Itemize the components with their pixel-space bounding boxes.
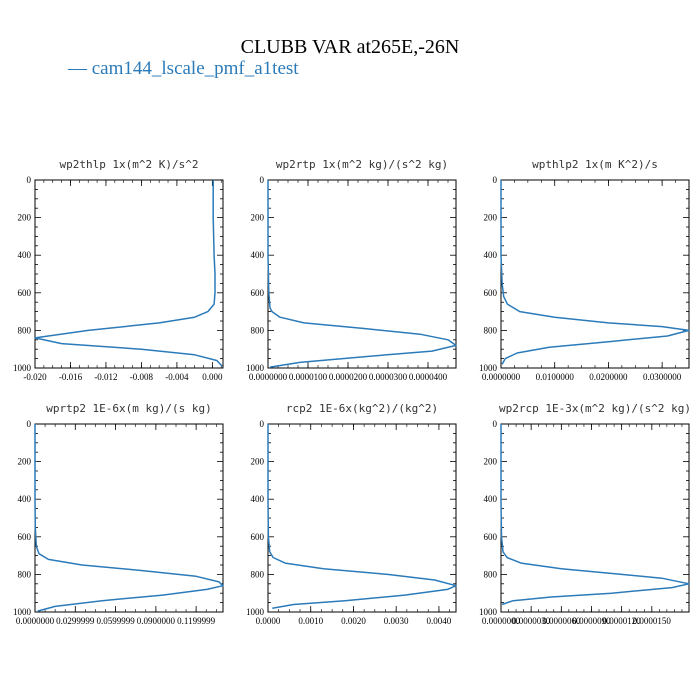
x-tick-label: 0.0000090 xyxy=(572,616,611,626)
x-tick-label: 0.0000150 xyxy=(633,616,672,626)
y-tick-label: 600 xyxy=(251,532,265,542)
y-tick-label: 800 xyxy=(251,325,265,335)
series-line xyxy=(500,424,690,606)
panel-title: rcp2 1E-6x(kg^2)/(kg^2) xyxy=(286,402,438,415)
y-tick-label: 400 xyxy=(484,250,498,260)
x-tick-label: 0.0300000 xyxy=(643,372,682,382)
axes-frame xyxy=(267,179,457,369)
panel-3: wpthlp2 1x(m K^2)/s 0 200 400 600 800 10000.00… xyxy=(479,158,690,382)
x-tick-label: 0.0000000 xyxy=(249,372,288,382)
axes-frame xyxy=(500,179,690,369)
panel-title: wp2thlp 1x(m^2 K)/s^2 xyxy=(59,158,198,171)
x-tick-label: -0.020 xyxy=(23,372,47,382)
series-line xyxy=(34,424,224,612)
y-tick-label: 0 xyxy=(260,419,265,429)
y-tick-label: 800 xyxy=(484,325,498,335)
legend: — cam144_lscale_pmf_a1test xyxy=(68,58,299,80)
x-tick-label: 0.0030 xyxy=(384,616,409,626)
page-title: CLUBB VAR at265E,-26N xyxy=(240,36,460,58)
x-tick-label: 0.0000300 xyxy=(369,372,408,382)
x-tick-label: -0.016 xyxy=(59,372,83,382)
y-tick-label: 0 xyxy=(260,175,265,185)
y-tick-label: 400 xyxy=(18,494,32,504)
y-tick-label: 200 xyxy=(251,457,265,467)
axes-frame xyxy=(267,423,457,613)
x-tick-label: -0.008 xyxy=(130,372,154,382)
axes-frame xyxy=(34,179,224,369)
y-tick-label: 600 xyxy=(484,288,498,298)
x-tick-label: 0.0000 xyxy=(256,616,281,626)
x-tick-label: 0.0000400 xyxy=(409,372,448,382)
legend-label: cam144_lscale_pmf_a1test xyxy=(91,58,299,79)
x-tick-label: 0.0040 xyxy=(427,616,452,626)
y-tick-label: 0 xyxy=(493,175,498,185)
x-tick-label: 0.0200000 xyxy=(589,372,628,382)
y-tick-label: 200 xyxy=(18,213,32,223)
series-line xyxy=(34,180,223,367)
x-tick-label: 0.0000000 xyxy=(482,616,521,626)
x-tick-label: 0.0010 xyxy=(298,616,323,626)
x-tick-label: 0.0000000 xyxy=(16,616,55,626)
y-tick-label: 1000 xyxy=(246,363,265,373)
series-line xyxy=(267,424,457,609)
panel-6: wp2rcp 1E-3x(m^2 kg)/(s^2 kg)0 200 400 600 8… xyxy=(479,402,691,626)
y-tick-label: 1000 xyxy=(246,607,265,617)
y-tick-label: 800 xyxy=(18,569,32,579)
x-tick-label: 0.0599999 xyxy=(96,616,135,626)
y-tick-label: 200 xyxy=(18,457,32,467)
axes-frame xyxy=(500,423,690,613)
panel-title: wpthlp2 1x(m K^2)/s xyxy=(532,158,658,171)
y-tick-label: 0 xyxy=(493,419,498,429)
panel-title: wp2rtp 1x(m^2 kg)/(s^2 kg) xyxy=(276,158,448,171)
y-tick-label: 400 xyxy=(251,494,265,504)
y-tick-label: 600 xyxy=(18,532,32,542)
panel-title: wprtp2 1E-6x(m kg)/(s kg) xyxy=(46,402,212,415)
axes-frame xyxy=(34,423,224,613)
y-tick-label: 400 xyxy=(251,250,265,260)
y-tick-label: 200 xyxy=(251,213,265,223)
y-tick-label: 1000 xyxy=(13,363,32,373)
series-line xyxy=(267,180,457,368)
x-tick-label: 0.0000200 xyxy=(329,372,368,382)
x-tick-label: 0.0000100 xyxy=(289,372,328,382)
x-tick-label: -0.012 xyxy=(94,372,117,382)
series-line xyxy=(500,180,690,365)
y-tick-label: 0 xyxy=(27,175,32,185)
y-tick-label: 200 xyxy=(484,457,498,467)
y-tick-label: 600 xyxy=(484,532,498,542)
y-tick-label: 1000 xyxy=(479,607,498,617)
y-tick-label: 1000 xyxy=(479,363,498,373)
panel-4: wprtp2 1E-6x(m kg)/(s kg) 0 200 400 600 800 10… xyxy=(13,402,224,626)
x-tick-label: 0.0000030 xyxy=(512,616,551,626)
x-tick-label: -0.004 xyxy=(165,372,189,382)
x-tick-label: 0.0900000 xyxy=(137,616,176,626)
x-tick-label: 0.0020 xyxy=(341,616,366,626)
x-tick-label: 0.1199999 xyxy=(177,616,215,626)
y-tick-label: 800 xyxy=(484,569,498,579)
panel-5: rcp2 1E-6x(kg^2)/(kg^2) 0 200 400 600 800 1000… xyxy=(246,402,457,626)
y-tick-label: 400 xyxy=(18,250,32,260)
x-tick-label: 0.0299999 xyxy=(56,616,95,626)
x-tick-label: 0.0000060 xyxy=(542,616,581,626)
y-tick-label: 0 xyxy=(27,419,32,429)
panel-1: wp2thlp 1x(m^2 K)/s^202004006008001000-0… xyxy=(13,158,224,382)
x-tick-label: 0.000 xyxy=(202,372,223,382)
y-tick-label: 600 xyxy=(18,288,32,298)
y-tick-label: 200 xyxy=(484,213,498,223)
y-tick-label: 600 xyxy=(251,288,265,298)
y-tick-label: 800 xyxy=(251,569,265,579)
y-tick-label: 800 xyxy=(18,325,32,335)
y-tick-label: 400 xyxy=(484,494,498,504)
y-tick-label: 1000 xyxy=(13,607,32,617)
panel-2: wp2rtp 1x(m^2 kg)/(s^2 kg) 0 200 400 600 800 1… xyxy=(246,158,457,382)
x-tick-label: 0.0100000 xyxy=(536,372,575,382)
x-tick-label: 0.0000120 xyxy=(603,616,642,626)
legend-line-icon: — xyxy=(68,58,92,79)
panel-title: wp2rcp 1E-3x(m^2 kg)/(s^2 kg) xyxy=(499,402,691,415)
x-tick-label: 0.0000000 xyxy=(482,372,521,382)
